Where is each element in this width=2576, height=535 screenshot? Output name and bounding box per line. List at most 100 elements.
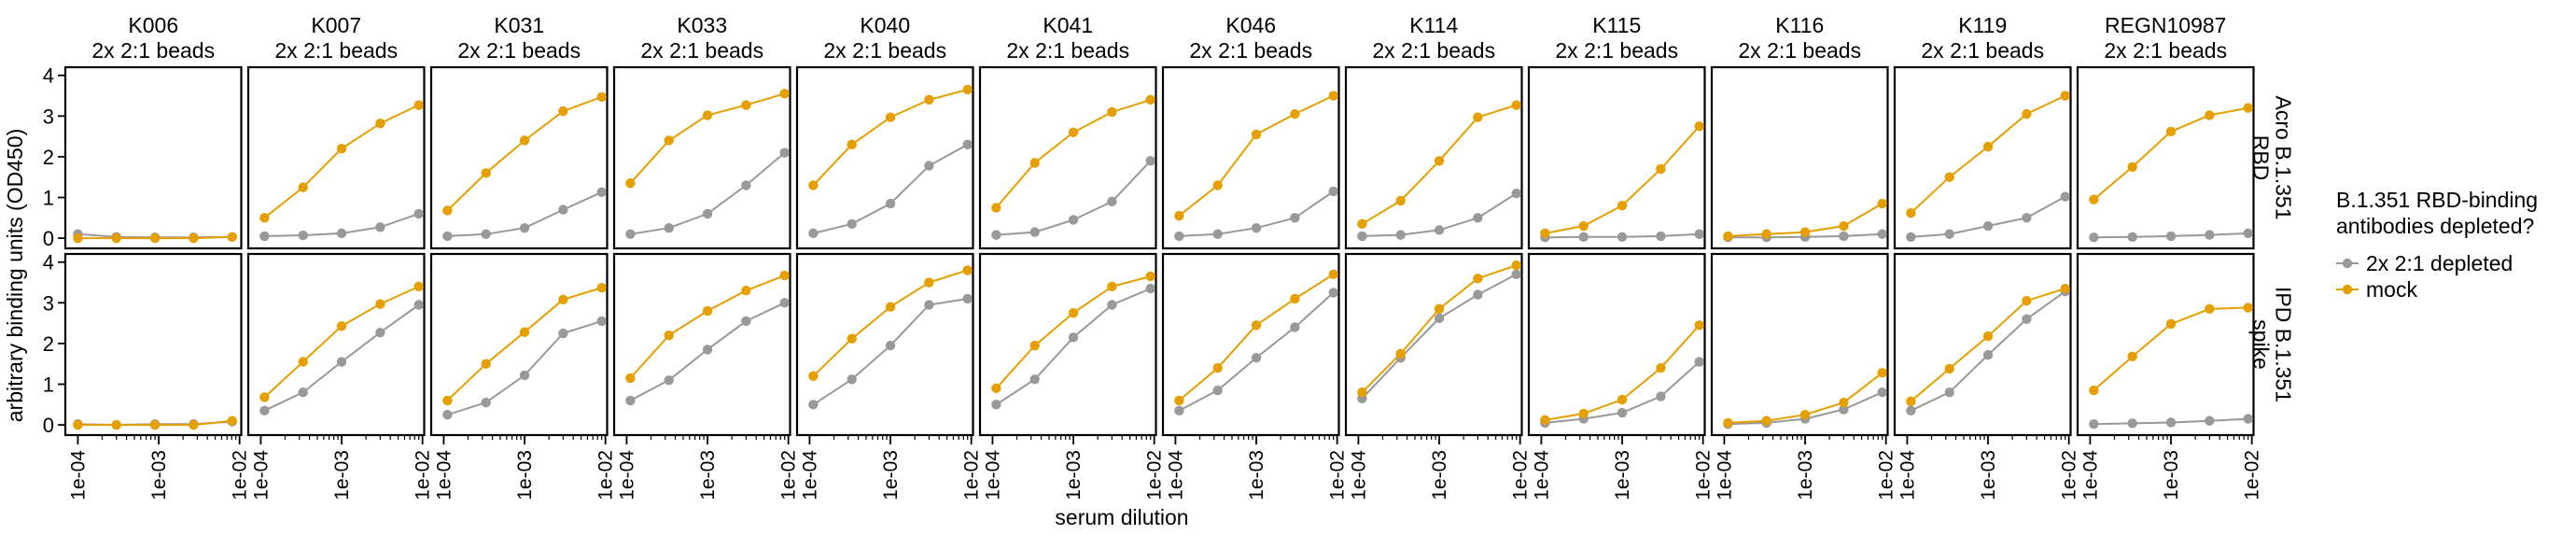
panel-row-spike [246,252,426,437]
series-line-mock [1910,94,2066,214]
data-point-mock [1944,363,1954,374]
panel-subtitle: 2x 2:1 beads [1372,38,1495,63]
panel-row-rbd [2076,65,2255,250]
data-point-depleted [1617,232,1628,242]
x-tick-label: 1e-03 [1429,450,1450,500]
data-point-mock [2089,194,2099,204]
panel-row-spike [1710,252,1889,437]
x-tick-label: 1e-02 [595,450,617,500]
data-point-mock [1540,228,1550,239]
data-point-depleted [558,328,568,339]
series-line-mock [812,269,969,377]
data-point-mock [2205,303,2215,315]
panel-title: K040 [860,13,910,37]
data-point-mock [2089,385,2099,396]
panel-row-spike [2076,252,2255,437]
x-tick-label: 1e-03 [1063,450,1085,500]
x-axis: 1e-04 1e-03 1e-02 [433,435,617,500]
panel-frame [246,252,426,437]
data-point-mock [1839,220,1849,232]
x-tick-label: 1e-03 [697,450,719,500]
data-point-mock [779,270,790,281]
data-point-mock [1174,210,1184,221]
data-point-mock [847,333,857,344]
data-point-depleted [1473,213,1483,223]
panel-subtitle: 2x 2:1 beads [2104,38,2227,63]
data-point-depleted [1357,231,1367,242]
data-point-mock [808,180,819,190]
x-tick-label: 1e-03 [514,450,536,500]
series-line-mock [629,92,785,184]
panel-subtitle: 2x 2:1 beads [274,38,398,63]
data-point-depleted [2165,417,2177,428]
data-point-mock [1578,220,1589,232]
data-point-depleted [2127,232,2137,242]
data-point-mock [1982,141,1994,152]
x-tick-label: 1e-02 [1144,450,1166,500]
x-tick-label: 1e-03 [1246,450,1267,500]
panel-row-rbd [1893,65,2072,250]
data-point-depleted [1511,269,1521,279]
data-point-depleted [2089,232,2099,243]
panel-row-rbd: 0 1 2 3 4 [43,64,243,250]
data-point-depleted [413,300,424,310]
panel-title: K041 [1043,13,1093,37]
data-point-depleted [1434,225,1445,235]
data-point-depleted [1290,213,1300,223]
x-tick-label: 1e-04 [2079,450,2101,500]
data-point-depleted [298,230,308,241]
data-point-depleted [1944,387,1954,398]
data-point-mock [558,106,568,117]
panel-frame [1527,252,1706,437]
legend-key-point [2342,284,2353,295]
data-point-depleted [625,229,636,239]
panel-row-spike [429,252,609,437]
data-point-mock [1694,121,1704,132]
data-point-mock [596,282,607,293]
data-point-mock [779,89,790,99]
data-point-mock [847,139,857,150]
panel-title: K114 [1409,13,1458,37]
data-point-mock [73,419,83,430]
y-tick-label: 0 [43,414,54,437]
y-tick-label: 1 [43,373,54,397]
data-point-mock [442,395,453,406]
data-point-depleted [1395,230,1406,240]
data-point-mock [808,371,819,381]
x-axis: 1e-04 1e-03 1e-02 [1348,435,1532,500]
panel-frame [978,252,1157,437]
x-tick-label: 1e-02 [961,450,983,500]
data-point-depleted [741,180,751,190]
data-point-mock [1328,269,1338,279]
data-point-depleted [1068,332,1079,343]
panel-frame [246,65,426,250]
data-point-depleted [519,223,530,233]
data-point-mock [519,327,530,337]
x-axis: 1e-04 1e-03 1e-02 [1165,435,1349,500]
data-point-mock [596,92,607,103]
data-point-depleted [1982,349,1994,360]
data-point-mock [1761,415,1771,426]
x-axis: 1e-04 1e-03 1e-02 [1714,435,1897,500]
data-point-depleted [2243,414,2253,424]
data-point-mock [375,299,385,309]
data-point-mock [1107,281,1117,292]
data-point-depleted [962,139,973,150]
data-point-mock [259,213,270,223]
x-tick-label: 1e-03 [1612,450,1633,500]
data-point-depleted [885,340,896,351]
data-point-mock [189,232,199,244]
data-point-mock [1694,320,1704,331]
data-point-depleted [702,208,713,219]
data-point-mock [1212,362,1223,373]
row-strip-line1: Acro B.1.351 [2272,96,2296,220]
x-tick-label: 1e-02 [2059,450,2080,500]
panel-row-spike [795,252,974,437]
data-point-depleted [1328,288,1338,298]
